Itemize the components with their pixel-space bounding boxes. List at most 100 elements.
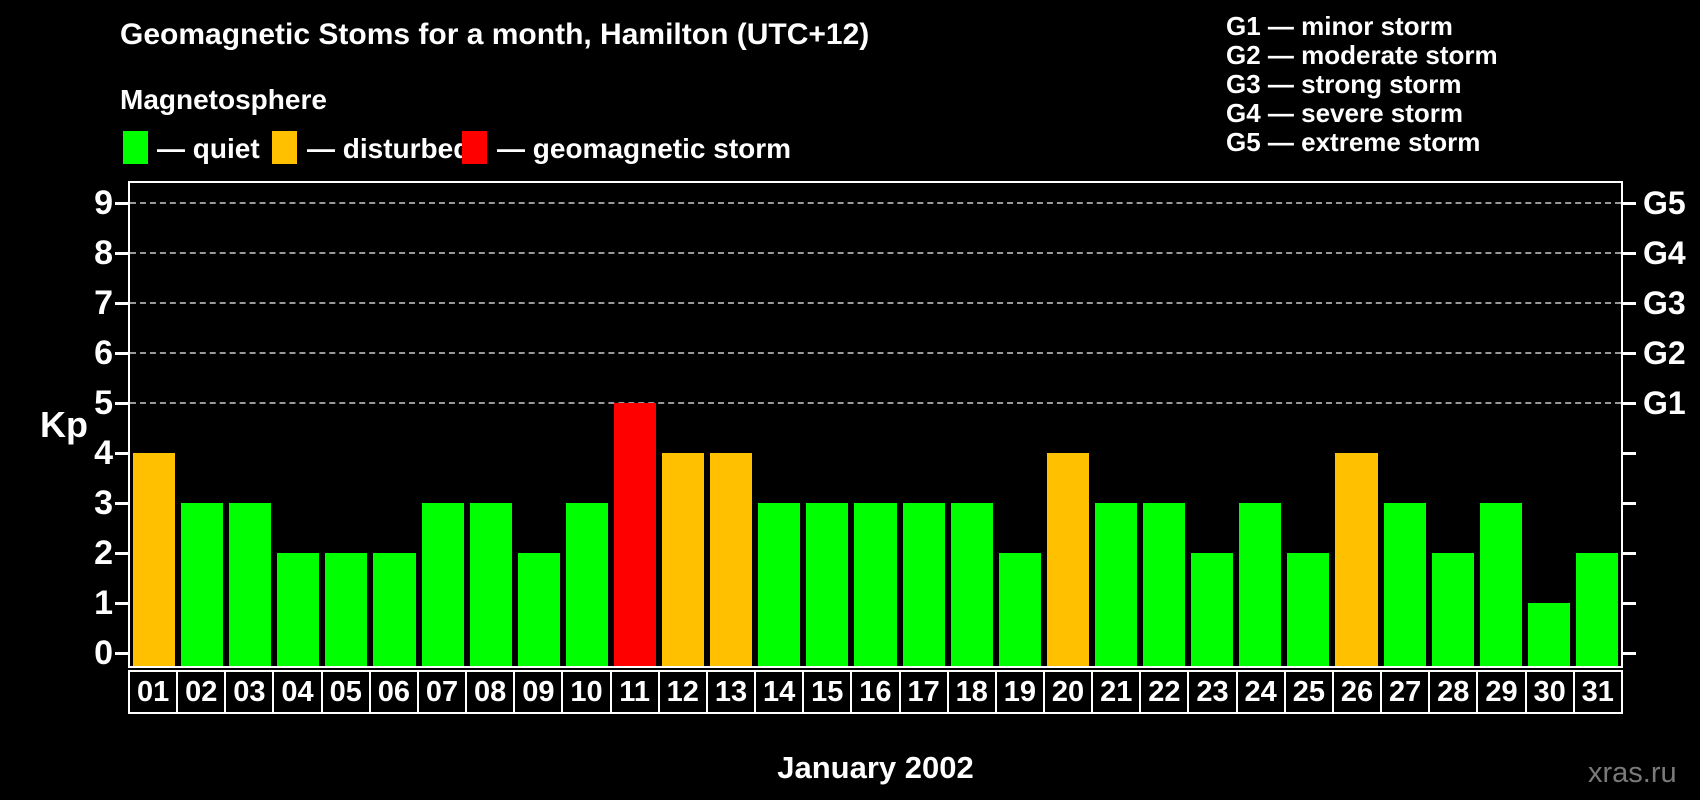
bar-day-31 [1575, 553, 1618, 666]
day-label-02: 02 [178, 672, 227, 712]
day-label-11: 11 [612, 672, 660, 712]
right-tick-kp-3 [1623, 502, 1636, 505]
right-tick-kp-0 [1623, 652, 1636, 655]
y-axis-label-6: 6 [94, 334, 113, 372]
g-axis-label-G3: G3 [1643, 285, 1686, 321]
bar-day-29 [1479, 503, 1522, 666]
g-scale-legend-line: G2 — moderate storm [1226, 40, 1498, 70]
right-tick-kp-2 [1623, 552, 1636, 555]
day-label-13: 13 [708, 672, 757, 712]
day-axis: 01 02 03 04 05 06 07 08 09 10 11 12 13 14 15 16 17 18 19 20… [128, 670, 1623, 714]
quiet-legend-label: — quiet [157, 133, 260, 164]
bar-day-11 [613, 403, 657, 666]
day-label-28: 28 [1430, 672, 1479, 712]
bar-day-21 [1094, 503, 1138, 666]
bar-day-30 [1527, 603, 1570, 666]
bar-day-13 [710, 453, 753, 666]
bar-day-22 [1143, 503, 1186, 666]
day-label-15: 15 [804, 672, 853, 712]
right-tick-kp-1 [1623, 602, 1636, 605]
y-axis-label-4: 4 [94, 434, 113, 472]
day-label-19: 19 [997, 672, 1045, 712]
g-scale-legend-line: G1 — minor storm [1226, 11, 1453, 41]
disturbed-legend-label: — disturbed [307, 133, 471, 164]
y-axis-label-3: 3 [94, 484, 113, 522]
bar-day-20 [1046, 453, 1089, 666]
y-axis-label-5: 5 [94, 384, 113, 422]
g-axis-label-G1: G1 [1643, 385, 1686, 421]
left-tick-kp-4 [115, 452, 128, 455]
bar-day-25 [1287, 553, 1330, 666]
bar-day-23 [1191, 553, 1234, 666]
left-tick-kp-3 [115, 502, 128, 505]
gridline-kp-5 [130, 402, 1621, 404]
day-label-06: 06 [371, 672, 419, 712]
quiet-color-swatch [123, 131, 148, 164]
day-label-24: 24 [1238, 672, 1286, 712]
bar-day-24 [1239, 503, 1282, 666]
bar-day-17 [902, 503, 945, 666]
day-label-12: 12 [660, 672, 708, 712]
right-tick-kp-4 [1623, 452, 1636, 455]
right-tick-kp-9 [1623, 202, 1636, 205]
x-axis-title: January 2002 [777, 750, 974, 785]
storm-legend-label: — geomagnetic storm [497, 133, 792, 164]
day-label-03: 03 [226, 672, 275, 712]
magnetosphere-subtitle: Magnetosphere [120, 84, 327, 115]
g-axis-label-G5: G5 [1643, 185, 1686, 221]
day-label-05: 05 [323, 672, 371, 712]
day-label-01: 01 [130, 672, 179, 712]
left-tick-kp-8 [115, 252, 128, 255]
bar-day-26 [1335, 453, 1378, 666]
bar-day-12 [662, 453, 705, 666]
disturbed-color-swatch [272, 131, 297, 164]
bar-day-07 [421, 503, 464, 666]
day-label-17: 17 [901, 672, 949, 712]
day-label-08: 08 [467, 672, 516, 712]
left-tick-kp-1 [115, 602, 128, 605]
day-label-29: 29 [1478, 672, 1527, 712]
bar-day-16 [854, 503, 897, 666]
y-axis-title: Kp [40, 404, 88, 445]
g-scale-legend-line: G5 — extreme storm [1226, 127, 1481, 157]
day-label-23: 23 [1189, 672, 1238, 712]
left-tick-kp-7 [115, 302, 128, 305]
day-label-14: 14 [756, 672, 805, 712]
y-axis-label-7: 7 [94, 284, 113, 322]
day-label-16: 16 [852, 672, 901, 712]
bar-day-04 [277, 553, 320, 666]
g-scale-legend-line: G4 — severe storm [1226, 98, 1464, 128]
gridline-kp-9 [130, 202, 1621, 204]
bar-day-14 [758, 503, 801, 666]
right-tick-kp-5 [1623, 402, 1636, 405]
right-tick-kp-8 [1623, 252, 1636, 255]
y-axis-label-9: 9 [94, 184, 113, 222]
left-tick-kp-2 [115, 552, 128, 555]
y-axis-label-8: 8 [94, 234, 113, 272]
chart-title: Geomagnetic Stoms for a month, Hamilton … [120, 18, 870, 51]
bar-day-06 [373, 553, 416, 666]
day-label-27: 27 [1382, 672, 1431, 712]
right-tick-kp-7 [1623, 302, 1636, 305]
left-tick-kp-0 [115, 652, 128, 655]
day-label-22: 22 [1141, 672, 1190, 712]
day-label-26: 26 [1334, 672, 1383, 712]
day-label-30: 30 [1527, 672, 1575, 712]
y-axis-label-1: 1 [94, 584, 113, 622]
gridline-kp-6 [130, 352, 1621, 354]
g-scale-legend-line: G3 — strong storm [1226, 69, 1462, 99]
day-label-31: 31 [1581, 675, 1614, 708]
left-tick-kp-6 [115, 352, 128, 355]
gridline-kp-7 [130, 302, 1621, 304]
right-tick-kp-6 [1623, 352, 1636, 355]
g-scale-legend: G1 — minor storm G2 — moderate storm G3 … [1226, 12, 1498, 157]
bar-day-05 [325, 553, 368, 666]
left-tick-kp-5 [115, 402, 128, 405]
bar-day-15 [806, 503, 849, 666]
y-axis-label-0: 0 [94, 634, 113, 672]
bar-day-10 [565, 503, 608, 666]
g-axis-label-G2: G2 [1643, 335, 1686, 371]
day-label-04: 04 [274, 672, 323, 712]
bar-day-03 [229, 503, 272, 666]
